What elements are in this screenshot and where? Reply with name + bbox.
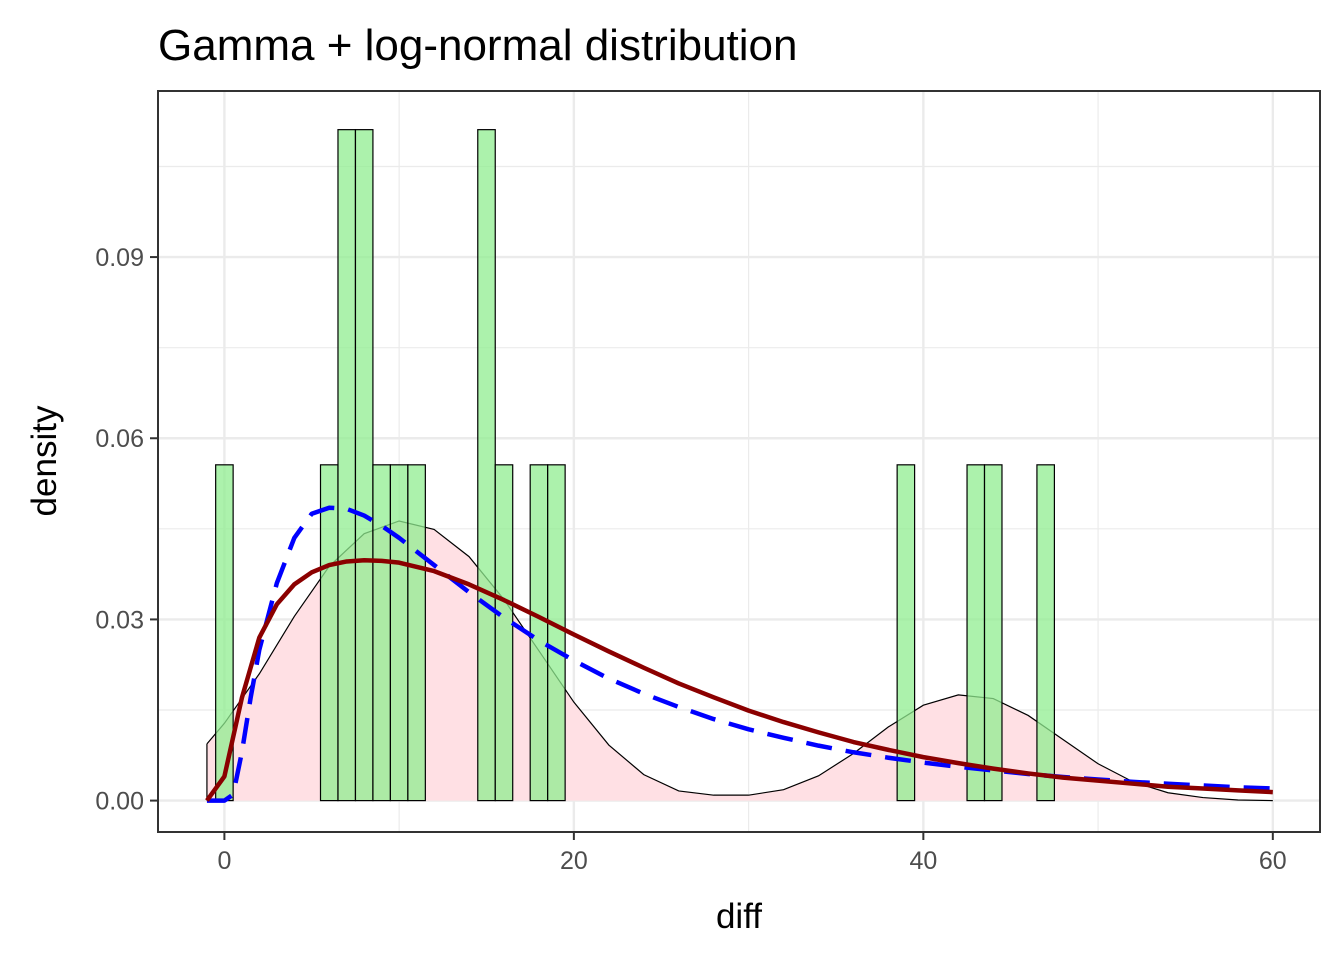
x-tick-label: 20 — [560, 847, 588, 875]
histogram-bar — [966, 464, 986, 802]
histogram-bar — [407, 464, 426, 802]
histogram-bar — [494, 464, 514, 802]
histogram-bar — [547, 464, 566, 802]
histogram-bars — [215, 129, 1055, 802]
histogram-bar — [372, 464, 392, 802]
y-tick-label: 0.09 — [95, 244, 144, 272]
y-tick-label: 0.06 — [95, 425, 144, 453]
histogram-bar — [319, 464, 339, 802]
x-axis: 0 20 40 60 — [217, 832, 1287, 875]
histogram-bar — [337, 129, 357, 802]
x-tick-label: 40 — [909, 847, 937, 875]
histogram-bar — [1036, 464, 1055, 802]
kde-area — [206, 520, 1273, 801]
x-axis-title: diff — [716, 897, 762, 936]
chart-title: Gamma + log-normal distribution — [158, 21, 797, 70]
y-axis-title: density — [25, 405, 64, 516]
y-axis: 0.00 0.03 0.06 0.09 — [95, 244, 158, 816]
x-tick-label: 60 — [1259, 847, 1287, 875]
histogram-bar — [983, 464, 1003, 802]
y-tick-label: 0.00 — [95, 788, 144, 816]
histogram-bar — [896, 464, 916, 802]
x-tick-label: 0 — [217, 847, 231, 875]
histogram-bar — [477, 129, 496, 802]
plot-panel-border — [157, 90, 1321, 833]
y-tick-label: 0.03 — [95, 606, 144, 634]
histogram-bar — [389, 464, 409, 802]
gamma-line — [205, 557, 1273, 802]
histogram-bar — [354, 129, 374, 802]
fitted-lines — [205, 505, 1273, 803]
histogram-bar — [529, 464, 549, 802]
